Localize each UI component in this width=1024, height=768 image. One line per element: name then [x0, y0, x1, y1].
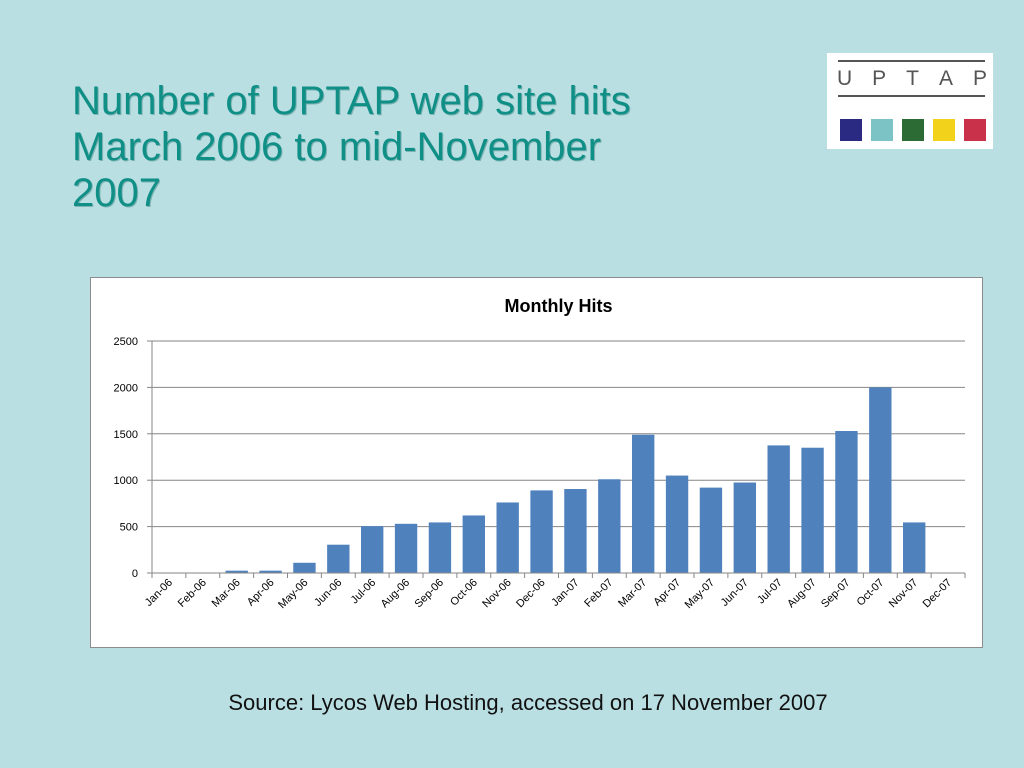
- chart-title: Monthly Hits: [505, 296, 613, 316]
- y-tick-label: 2000: [114, 382, 138, 394]
- bar: [801, 447, 824, 573]
- bar: [598, 479, 621, 573]
- x-tick-label: Feb-06: [176, 577, 209, 610]
- y-tick-label: 1500: [114, 429, 138, 441]
- x-tick-label: Apr-06: [245, 577, 277, 609]
- x-tick-label: Dec-06: [514, 577, 548, 611]
- slide-title-line-3: 2007: [72, 171, 161, 215]
- x-tick-label: Sep-06: [412, 577, 446, 611]
- slide-title-line-2: March 2006 to mid-November: [72, 125, 602, 169]
- bar: [632, 434, 655, 573]
- logo-square: [871, 119, 893, 141]
- x-tick-label: Jul-07: [755, 577, 785, 607]
- bar: [225, 570, 248, 573]
- logo-wordmark: U P T A P: [837, 66, 987, 92]
- logo-letter: T: [906, 67, 919, 90]
- y-tick-label: 2500: [114, 336, 138, 348]
- bar: [699, 487, 723, 573]
- bar: [767, 445, 790, 573]
- monthly-hits-chart: Monthly Hits 0 500 1000 1500 2000 2500 Jan-06 Fe…: [90, 277, 983, 648]
- x-tick-label: Oct-07: [855, 577, 887, 609]
- x-tick-label: Dec-07: [921, 577, 955, 611]
- bar: [496, 502, 519, 573]
- bar: [733, 482, 756, 573]
- bar: [835, 431, 858, 573]
- x-tick-label: Apr-07: [651, 577, 683, 609]
- uptap-logo: U P T A P: [827, 53, 993, 149]
- logo-letter: P: [872, 67, 887, 90]
- x-tick-label: May-07: [683, 577, 717, 611]
- y-tick-label: 1000: [114, 475, 138, 487]
- bar: [259, 570, 282, 573]
- bar: [869, 387, 892, 573]
- logo-letter: A: [938, 67, 953, 90]
- x-tick-label: Mar-07: [616, 577, 649, 610]
- slide-title: Number of UPTAP web site hits March 2006…: [72, 78, 772, 216]
- slide-title-line-1: Number of UPTAP web site hits: [72, 79, 631, 123]
- x-tick-label: Sep-07: [819, 577, 853, 611]
- bar: [665, 475, 689, 573]
- y-tick-label: 500: [120, 522, 138, 534]
- x-tick-label: May-06: [276, 577, 310, 611]
- logo-square: [840, 119, 862, 141]
- x-tick-label: Nov-06: [480, 577, 514, 611]
- bar: [428, 522, 452, 573]
- x-tick-label: Jun-06: [312, 577, 344, 609]
- logo-color-squares: [840, 119, 986, 141]
- bar: [903, 522, 926, 573]
- bar: [293, 562, 316, 573]
- logo-letter: U: [837, 67, 853, 90]
- x-tick-label: Jun-07: [719, 577, 751, 609]
- x-tick-label: Aug-06: [379, 577, 413, 611]
- bar: [327, 544, 350, 573]
- x-tick-label: Jan-07: [549, 577, 581, 609]
- x-tick-label: Mar-06: [210, 577, 243, 610]
- x-tick-label: Aug-07: [785, 577, 819, 611]
- logo-square: [964, 119, 986, 141]
- x-tick-label: Feb-07: [582, 577, 615, 610]
- bar: [361, 526, 384, 573]
- x-tick-label: Oct-06: [448, 577, 480, 609]
- logo-letter: P: [972, 67, 987, 90]
- logo-top-rule: [838, 60, 985, 62]
- y-tick-label: 0: [132, 568, 138, 580]
- x-tick-label: Jan-06: [143, 577, 175, 609]
- x-tick-label: Nov-07: [887, 577, 921, 611]
- bar: [394, 523, 418, 573]
- source-note: Source: Lycos Web Hosting, accessed on 1…: [228, 690, 828, 715]
- bar: [462, 515, 485, 573]
- logo-square: [902, 119, 924, 141]
- logo-bottom-rule: [838, 95, 985, 97]
- x-tick-label: Jul-06: [349, 577, 379, 607]
- logo-square: [933, 119, 955, 141]
- bar: [564, 489, 587, 573]
- bar: [530, 490, 553, 573]
